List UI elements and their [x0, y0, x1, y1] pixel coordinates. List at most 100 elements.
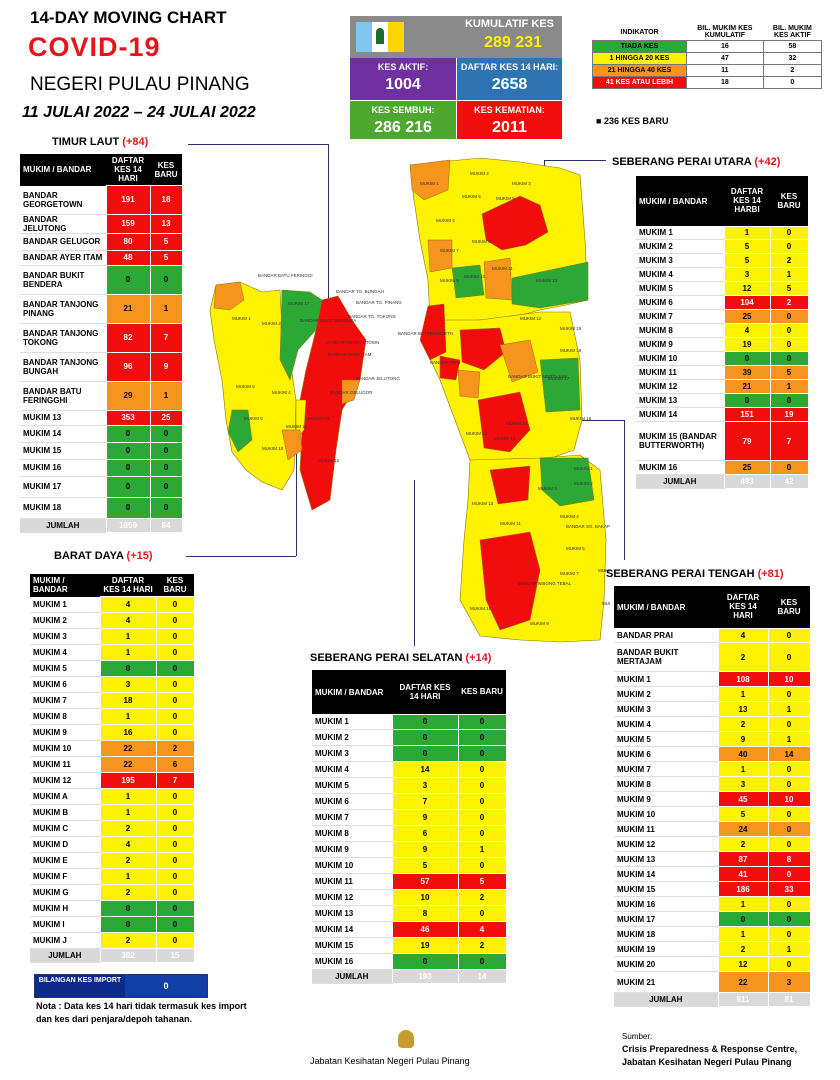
total-daftar: 302 — [99, 947, 157, 963]
row-baru: 0 — [155, 883, 195, 901]
tengah-red-2 — [477, 391, 531, 453]
mukim17-green — [539, 357, 581, 413]
row-baru: 1 — [769, 379, 809, 394]
row-baru: 2 — [457, 937, 507, 954]
row-name: BANDAR BATU FERINGGHI — [20, 381, 106, 411]
row-name: MUKIM 9 — [636, 337, 724, 352]
row-daftar: 3 — [723, 267, 771, 282]
indicator-active-header: BIL. MUKIM KES AKTIF — [772, 25, 812, 39]
table-row: MUKIM 13 8 0 — [312, 905, 507, 922]
map-label: MUKIM 13 — [308, 416, 330, 421]
import-value: 0 — [125, 975, 207, 997]
selatan-green — [539, 457, 595, 507]
table-row: BANDAR GELUGOR 80 5 — [20, 232, 183, 251]
row-baru: 0 — [767, 776, 811, 792]
row-baru: 5 — [149, 232, 183, 251]
table-row: MUKIM 17 0 0 — [20, 475, 183, 498]
table-row: MUKIM 1 108 10 — [614, 671, 811, 687]
table-row: MUKIM 7 18 0 — [30, 691, 195, 709]
new-cases-text: 236 KES BARU — [603, 116, 669, 126]
island-west-orange — [213, 281, 245, 311]
table-row: MUKIM 16 0 0 — [312, 953, 507, 970]
row-name: MUKIM 8 — [636, 323, 724, 338]
connector-line-utara — [544, 160, 606, 161]
indicator-header: INDIKATOR — [620, 28, 659, 36]
source-line1: Crisis Preparedness & Response Centre, — [622, 1044, 798, 1054]
row-daftar: 108 — [717, 671, 769, 687]
row-daftar: 22 — [99, 755, 157, 773]
row-name: BANDAR GEORGETOWN — [20, 185, 106, 215]
table-row: BANDAR BUKIT BENDERA 0 0 — [20, 264, 183, 295]
total-row: JUMLAH 493 42 — [636, 474, 809, 489]
legend-row: 1 HINGGA 20 KES 47 32 — [592, 52, 823, 65]
row-baru: 2 — [457, 889, 507, 906]
table-row: MUKIM 3 13 1 — [614, 701, 811, 717]
row-name: MUKIM 1 — [614, 671, 718, 687]
row-name: MUKIM 5 — [30, 660, 100, 677]
row-baru: 0 — [457, 777, 507, 794]
row-daftar: 0 — [717, 911, 769, 927]
map-label: BANDAR GELUGOR — [330, 390, 373, 395]
row-name: MUKIM 6 — [312, 793, 392, 810]
map-label: BANDAR NIBONG TEBAL — [518, 581, 572, 586]
row-name: MUKIM 10 — [30, 740, 100, 757]
row-baru: 0 — [769, 393, 809, 408]
row-daftar: 0 — [105, 441, 151, 460]
table-row: MUKIM 13 87 8 — [614, 851, 811, 867]
row-baru: 14 — [767, 746, 811, 762]
utara-title: SEBERANG PERAI UTARA (+42) — [612, 156, 781, 168]
table-row: MUKIM 7 25 0 — [636, 309, 809, 324]
row-baru: 0 — [769, 460, 809, 475]
row-daftar: 29 — [105, 380, 151, 411]
row-baru: 0 — [767, 866, 811, 882]
row-baru: 0 — [769, 351, 809, 366]
row-baru: 0 — [767, 911, 811, 927]
row-daftar: 19 — [723, 337, 771, 352]
row-baru: 0 — [155, 931, 195, 949]
connector-line-timur-laut-v — [328, 144, 329, 340]
row-name: MUKIM 1 — [30, 596, 100, 613]
row-name: MUKIM 2 — [614, 686, 718, 702]
row-name: MUKIM 13 — [20, 410, 106, 426]
row-name: MUKIM C — [30, 820, 100, 837]
row-name: MUKIM 2 — [312, 729, 392, 746]
row-name: MUKIM 7 — [312, 809, 392, 826]
row-baru: 6 — [155, 755, 195, 773]
row-baru: 0 — [155, 691, 195, 709]
row-daftar: 0 — [391, 953, 459, 970]
row-daftar: 9 — [391, 809, 459, 826]
row-name: MUKIM 7 — [636, 309, 724, 324]
row-name: MUKIM 13 — [636, 393, 724, 408]
row-name: MUKIM 11 — [636, 365, 724, 380]
date-range: 11 JULAI 2022 – 24 JULAI 2022 — [22, 104, 256, 121]
footer-dept: Jabatan Kesihatan Negeri Pulau Pinang — [310, 1056, 470, 1066]
row-baru: 7 — [155, 771, 195, 789]
row-name: MUKIM 18 — [614, 926, 718, 942]
row-baru: 0 — [769, 309, 809, 324]
table-row: MUKIM 5 12 5 — [636, 281, 809, 296]
row-baru: 1 — [149, 380, 183, 411]
row-baru: 0 — [767, 761, 811, 777]
row-name: MUKIM 6 — [614, 746, 718, 762]
row-name: MUKIM 1 — [312, 714, 392, 730]
table-row: MUKIM 9 19 0 — [636, 337, 809, 352]
row-name: MUKIM 4 — [614, 716, 718, 732]
chart-title-covid: COVID-19 — [28, 32, 161, 62]
row-baru: 0 — [155, 899, 195, 917]
row-name: MUKIM 10 — [614, 806, 718, 822]
row-baru: 4 — [457, 921, 507, 938]
row-baru: 0 — [155, 915, 195, 933]
barat-daya-table: MUKIM / BANDAR DAFTAR KES 14 HARI KES BARU… — [30, 574, 195, 963]
map-label: BANDAR BUTTERWORTH — [398, 331, 453, 336]
indicator-legend: INDIKATOR BIL. MUKIM KES KUMULATIF BIL. … — [592, 24, 823, 89]
map-label: MUKIM 13 — [472, 501, 494, 506]
table-row: MUKIM 13 353 25 — [20, 409, 183, 426]
connector-line-timur-laut — [188, 144, 328, 145]
